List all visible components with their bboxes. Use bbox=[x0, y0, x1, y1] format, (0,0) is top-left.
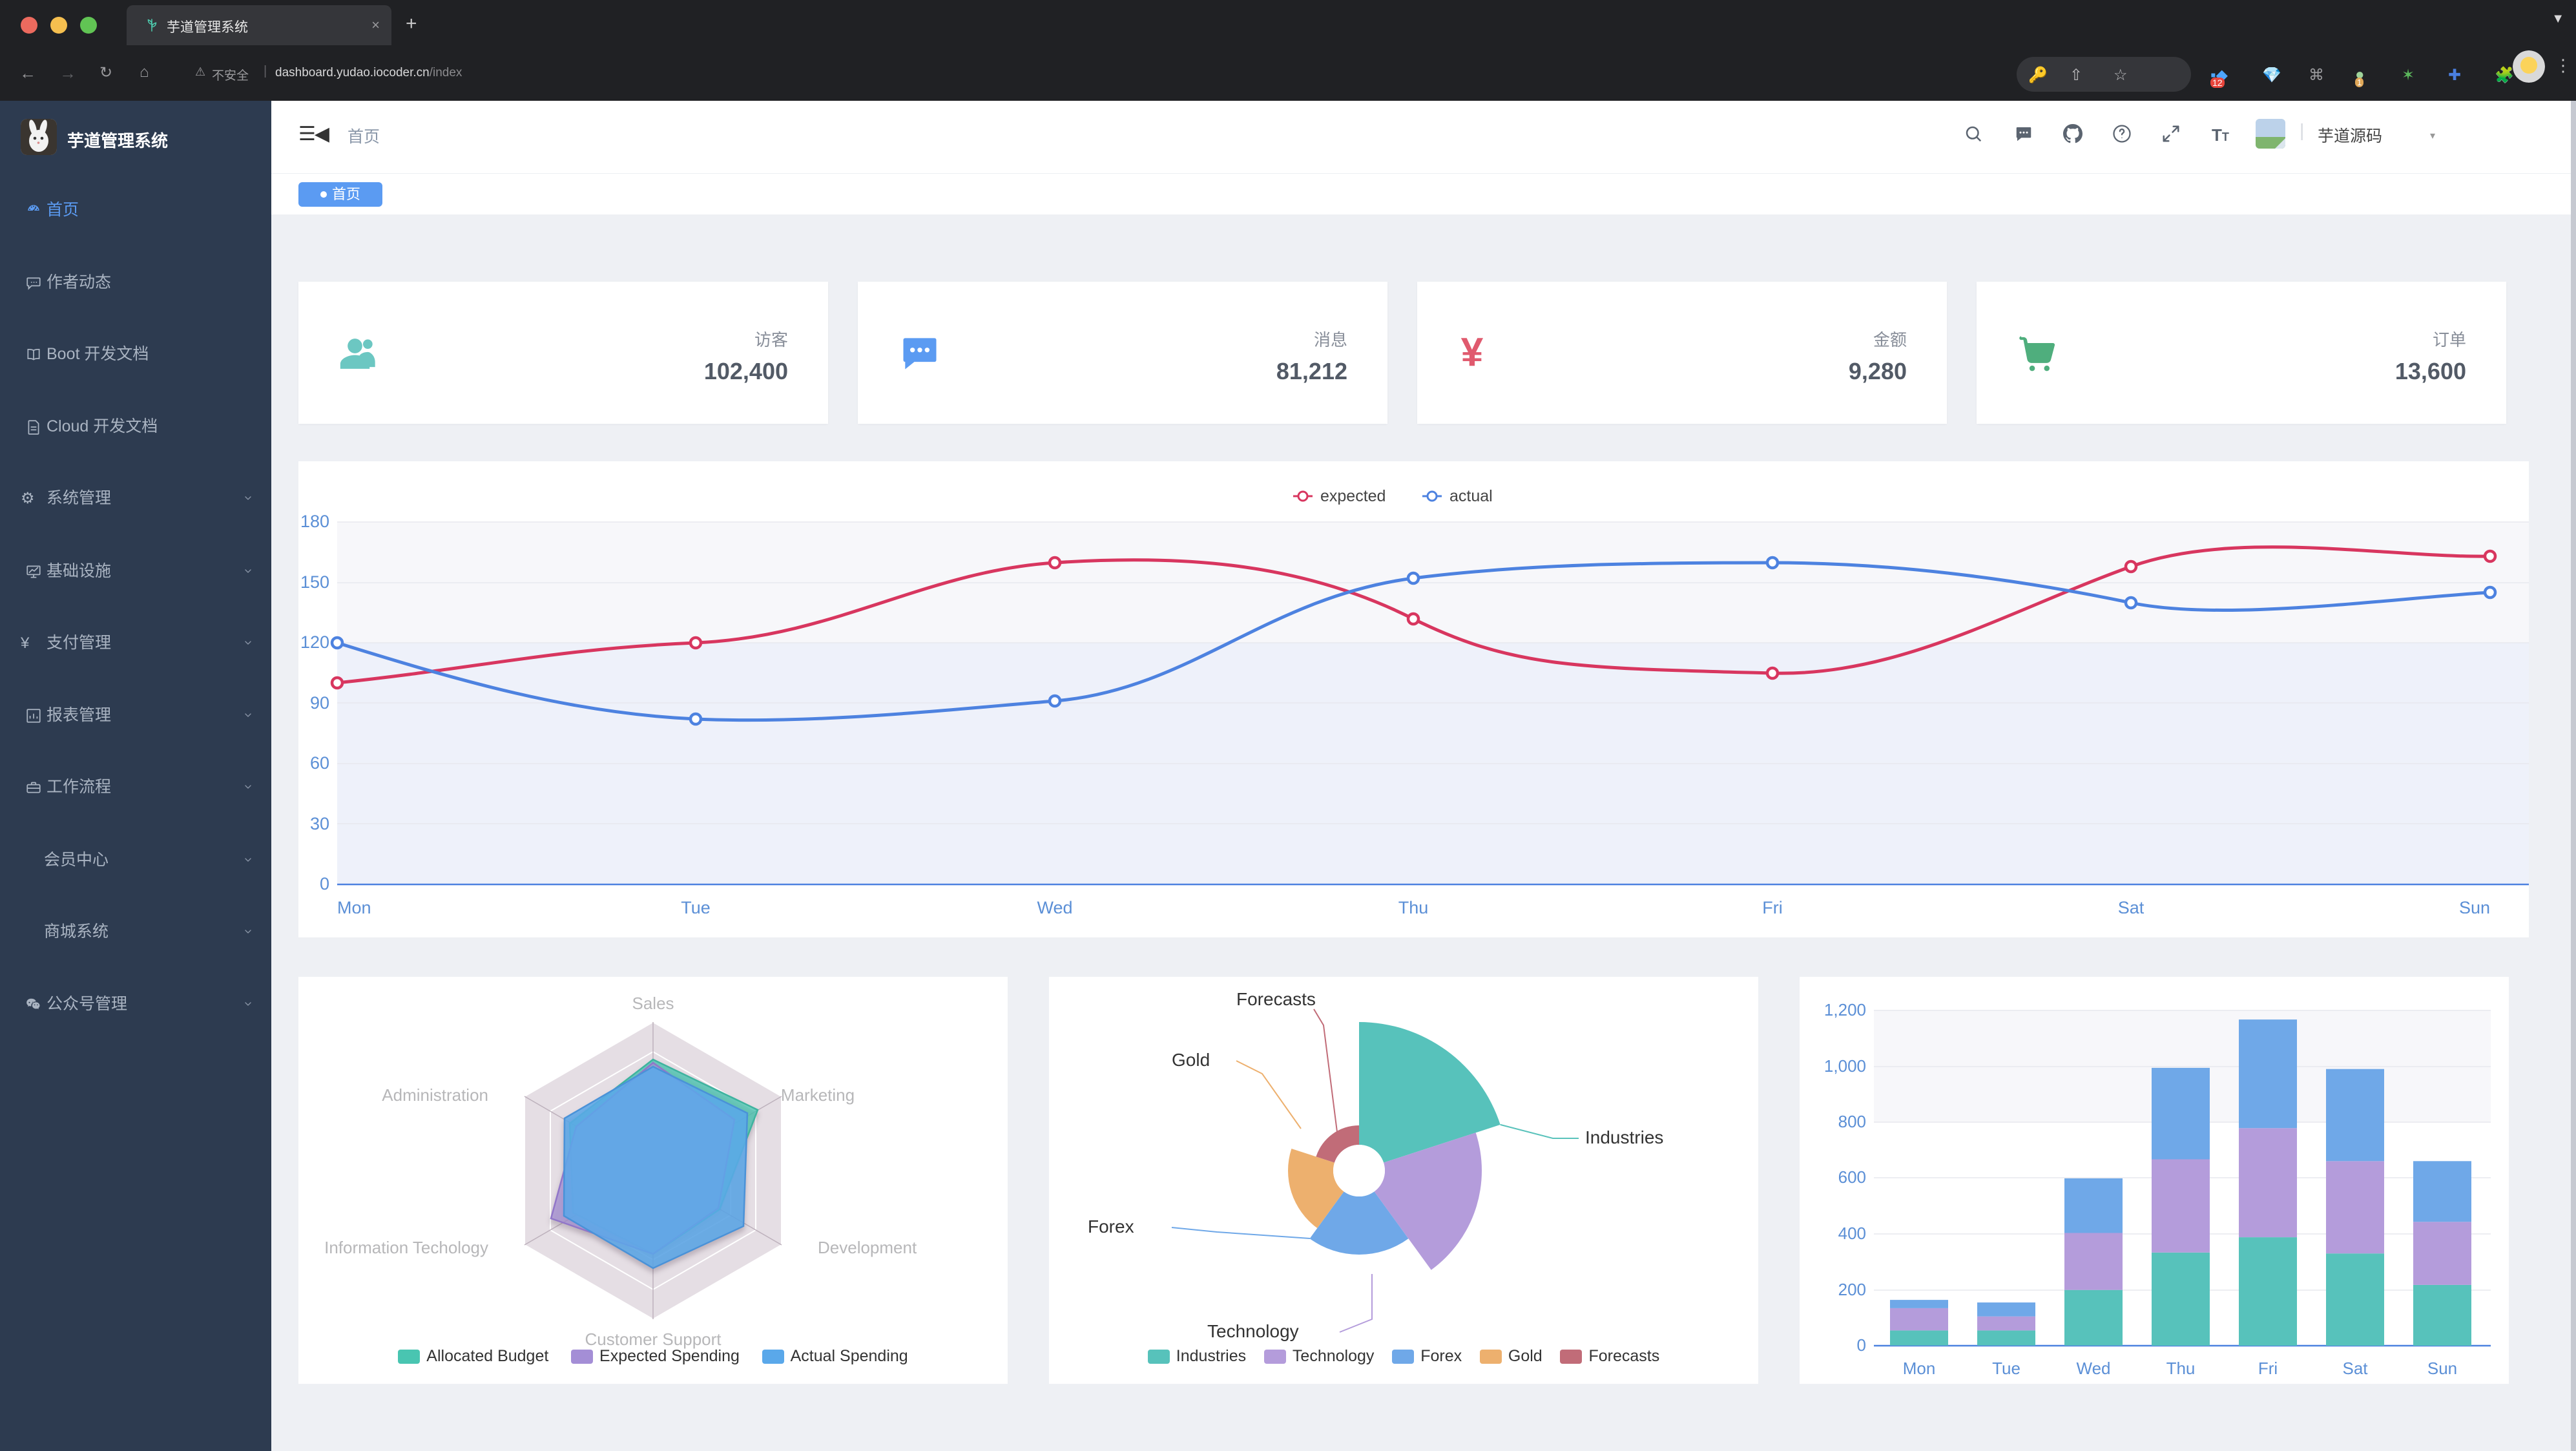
svg-text:800: 800 bbox=[1838, 1112, 1866, 1131]
svg-text:Wed: Wed bbox=[2077, 1359, 2111, 1378]
svg-text:200: 200 bbox=[1838, 1280, 1866, 1299]
svg-text:¥: ¥ bbox=[1461, 331, 1484, 375]
svg-text:Information Techology: Information Techology bbox=[324, 1238, 488, 1257]
svg-text:Mon: Mon bbox=[1903, 1359, 1936, 1378]
svg-text:600: 600 bbox=[1838, 1167, 1866, 1187]
svg-text:Marketing: Marketing bbox=[781, 1085, 855, 1105]
svg-text:Wed: Wed bbox=[1037, 898, 1072, 913]
svg-text:Industries: Industries bbox=[1585, 1127, 1663, 1147]
svg-text:Sat: Sat bbox=[2118, 898, 2145, 913]
svg-text:Administration: Administration bbox=[382, 1085, 488, 1105]
svg-text:Gold: Gold bbox=[1172, 1050, 1210, 1070]
svg-text:Fri: Fri bbox=[2258, 1359, 2278, 1378]
svg-text:0: 0 bbox=[320, 874, 329, 893]
svg-text:90: 90 bbox=[310, 693, 329, 713]
svg-text:400: 400 bbox=[1838, 1224, 1866, 1243]
svg-text:1,000: 1,000 bbox=[1824, 1056, 1866, 1076]
svg-text:Sun: Sun bbox=[2459, 898, 2490, 913]
svg-text:Forecasts: Forecasts bbox=[1236, 989, 1316, 1009]
svg-text:1,200: 1,200 bbox=[1824, 1000, 1866, 1019]
svg-text:Thu: Thu bbox=[2166, 1359, 2196, 1378]
svg-text:0: 0 bbox=[1857, 1335, 1866, 1355]
svg-text:Technology: Technology bbox=[1207, 1321, 1299, 1341]
svg-text:Sun: Sun bbox=[2427, 1359, 2457, 1378]
svg-text:Thu: Thu bbox=[1398, 898, 1429, 913]
svg-text:Development: Development bbox=[818, 1238, 917, 1257]
svg-text:Fri: Fri bbox=[1762, 898, 1782, 913]
svg-text:Tue: Tue bbox=[681, 898, 711, 913]
svg-text:Customer Support: Customer Support bbox=[585, 1330, 722, 1349]
svg-text:120: 120 bbox=[300, 632, 329, 652]
svg-text:150: 150 bbox=[300, 572, 329, 592]
svg-text:30: 30 bbox=[310, 814, 329, 833]
svg-text:Mon: Mon bbox=[337, 898, 371, 913]
svg-text:180: 180 bbox=[300, 512, 329, 531]
svg-text:Sat: Sat bbox=[2342, 1359, 2368, 1378]
svg-text:Forex: Forex bbox=[1088, 1216, 1134, 1237]
svg-text:Tue: Tue bbox=[1992, 1359, 2020, 1378]
svg-text:60: 60 bbox=[310, 753, 329, 773]
svg-text:Sales: Sales bbox=[632, 994, 674, 1013]
